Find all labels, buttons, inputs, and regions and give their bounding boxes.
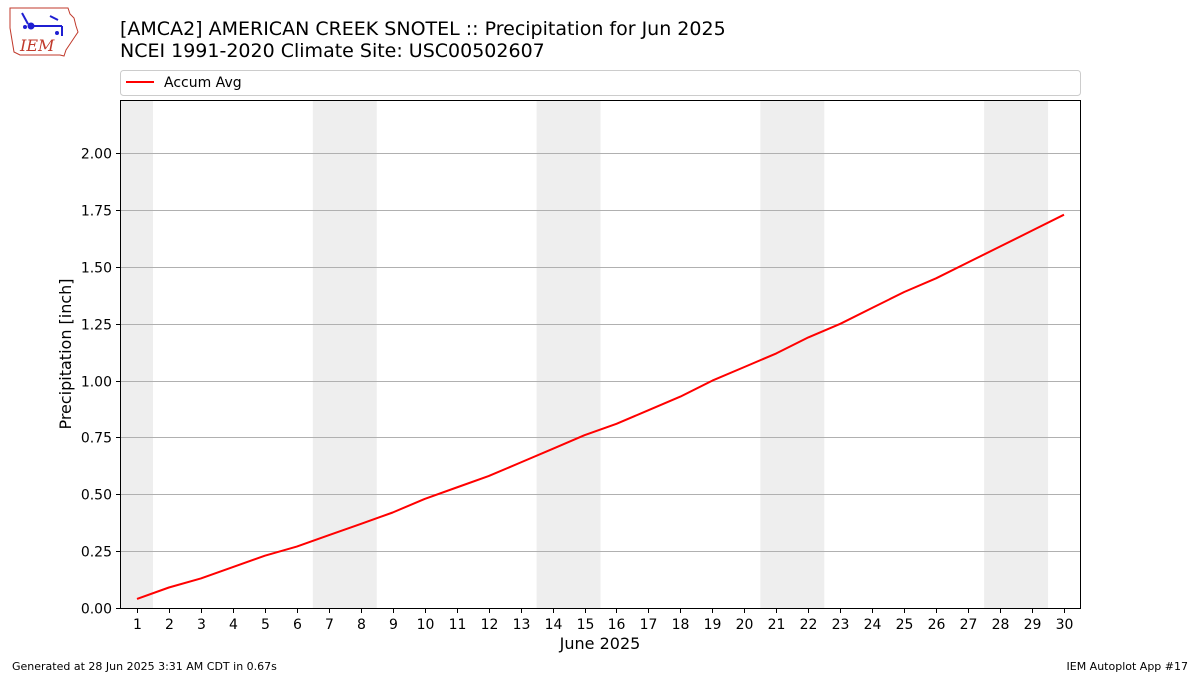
weekend-band-3 [760,101,825,608]
autoplot-app-id: IEM Autoplot App #17 [1067,660,1189,673]
x-tick-label-21: 21 [768,617,786,633]
y-tick-label-3: 0.75 [81,431,112,447]
x-tick-label-19: 19 [704,617,722,633]
series-line-accum-avg [136,213,1065,600]
x-tick-label-23: 23 [832,617,850,633]
y-tick-label-7: 1.75 [81,204,112,220]
series-layer [136,213,1065,600]
y-axis-label: Precipitation [inch] [56,278,75,429]
weekend-band-0 [121,101,153,608]
x-tick-label-12: 12 [481,617,499,633]
weather-station-icon [21,12,63,36]
generated-timestamp: Generated at 28 Jun 2025 3:31 AM CDT in … [12,660,277,673]
x-tick-label-13: 13 [513,617,531,633]
x-tick-label-16: 16 [608,617,626,633]
x-tick-label-14: 14 [545,617,563,633]
weekend-band-1 [312,101,377,608]
x-tick-label-15: 15 [577,617,595,633]
x-tick-label-27: 27 [960,617,978,633]
y-axis: 0.00 0.25 0.50 0.75 1.00 1.25 1.50 1.75 2.00 [81,147,121,618]
weekend-band-4 [984,101,1049,608]
x-tick-label-4: 4 [229,617,238,633]
x-tick-label-8: 8 [357,617,366,633]
y-tick-label-1: 0.25 [81,545,112,561]
chart-subtitle: NCEI 1991-2020 Climate Site: USC00502607 [120,40,545,62]
x-tick-label-30: 30 [1056,617,1074,633]
x-tick-label-7: 7 [325,617,334,633]
x-tick-label-20: 20 [736,617,754,633]
legend-box [120,70,1081,96]
x-tick-label-3: 3 [197,617,206,633]
y-tick-label-2: 0.50 [81,488,112,504]
x-axis: 1 2 3 4 5 6 7 8 9 10 11 12 13 14 15 16 17 18 19 20 21 22 23 24 2… [133,608,1073,633]
weekend-band-2 [536,101,601,608]
y-tick-label-4: 1.00 [81,375,112,391]
legend: Accum Avg [120,70,1081,96]
iowa-outline-shape [9,7,79,57]
plot-frame [120,100,1081,609]
x-tick-label-28: 28 [992,617,1010,633]
x-axis-label: June 2025 [559,634,641,653]
x-tick-label-24: 24 [864,617,882,633]
iem-logo: IEM [9,7,79,57]
x-tick-label-9: 9 [389,617,398,633]
chart-title: [AMCA2] AMERICAN CREEK SNOTEL :: Precipi… [120,18,726,40]
y-tick-label-5: 1.25 [81,318,112,334]
y-tick-label-8: 2.00 [81,147,112,163]
y-tick-label-0: 0.00 [81,602,112,618]
x-tick-label-18: 18 [672,617,690,633]
logo-text: IEM [19,36,55,55]
x-tick-label-2: 2 [165,617,174,633]
x-tick-label-5: 5 [261,617,270,633]
x-tick-label-25: 25 [896,617,914,633]
gridlines [121,153,1080,552]
legend-label-accum-avg: Accum Avg [164,75,242,91]
x-tick-label-29: 29 [1024,617,1042,633]
x-tick-label-26: 26 [928,617,946,633]
weekend-shading [121,101,1049,608]
x-tick-label-17: 17 [640,617,658,633]
x-tick-label-11: 11 [449,617,467,633]
x-tick-label-1: 1 [133,617,142,633]
y-tick-label-6: 1.50 [81,261,112,277]
x-tick-label-6: 6 [293,617,302,633]
x-tick-label-22: 22 [800,617,818,633]
x-tick-label-10: 10 [417,617,435,633]
